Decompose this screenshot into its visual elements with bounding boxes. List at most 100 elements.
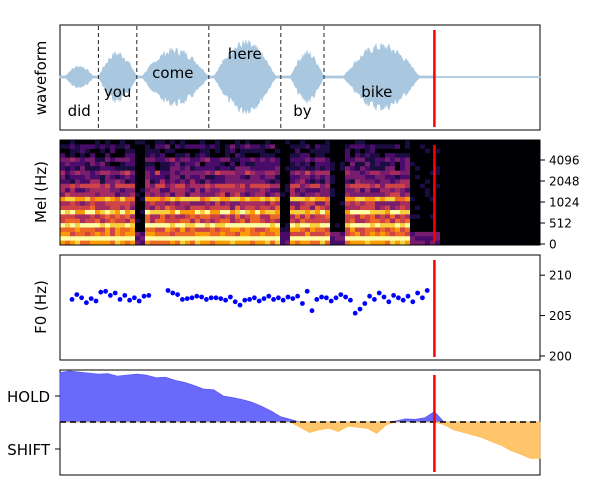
mel-cell — [225, 214, 231, 220]
mel-cell — [215, 205, 221, 211]
mel-cell — [250, 161, 256, 167]
mel-cell — [405, 188, 411, 193]
mel-cell — [295, 205, 301, 211]
mel-cell — [220, 188, 226, 193]
mel-cell — [455, 205, 461, 211]
mel-cell — [515, 170, 521, 176]
mel-cell — [530, 201, 536, 207]
mel-cell — [195, 205, 201, 211]
mel-cell — [390, 214, 396, 220]
mel-cell — [350, 170, 356, 176]
mel-cell — [345, 183, 351, 189]
mel-cell — [415, 188, 421, 193]
mel-cell — [340, 157, 346, 163]
mel-cell — [370, 201, 376, 207]
mel-cell — [535, 205, 541, 211]
mel-cell — [320, 188, 326, 193]
mel-cell — [275, 227, 281, 233]
f0-point — [117, 297, 123, 302]
mel-cell — [280, 231, 286, 237]
mel-cell — [460, 218, 466, 224]
mel-cell — [135, 192, 141, 198]
mel-cell — [145, 179, 151, 185]
mel-cell — [75, 175, 81, 180]
mel-cell — [285, 192, 291, 198]
mel-cell — [365, 140, 371, 145]
mel-cell — [485, 201, 491, 207]
mel-cell — [230, 166, 236, 172]
mel-cell — [110, 205, 116, 211]
mel-cell — [530, 175, 536, 180]
mel-cell — [420, 170, 426, 176]
mel-cell — [150, 140, 156, 145]
mel-cell — [185, 205, 191, 211]
mel-cell — [125, 192, 131, 198]
mel-cell — [480, 201, 486, 207]
mel-cell — [385, 196, 391, 202]
mel-cell — [145, 157, 151, 163]
mel-cell — [95, 210, 101, 215]
mel-cell — [515, 196, 521, 202]
mel-cell — [215, 175, 221, 180]
mel-cell — [260, 175, 266, 180]
mel-cell — [415, 166, 421, 172]
mel-cell — [295, 175, 301, 180]
mel-cell — [90, 170, 96, 176]
mel-cell — [360, 161, 366, 167]
mel-cell — [470, 210, 476, 215]
mel-cell — [325, 192, 331, 198]
mel-cell — [285, 236, 291, 242]
mel-cell — [160, 231, 166, 237]
mel-cell — [445, 210, 451, 215]
mel-cell — [290, 175, 296, 180]
mel-cell — [365, 205, 371, 211]
mel-cell — [430, 188, 436, 193]
mel-cell — [60, 153, 66, 158]
mel-cell — [100, 183, 106, 189]
mel-cell — [355, 170, 361, 176]
mel-cell — [120, 201, 126, 207]
mel-cell — [265, 236, 271, 242]
mel-cell — [155, 236, 161, 242]
mel-cell — [425, 148, 431, 154]
mel-cell — [245, 144, 251, 150]
mel-cell — [245, 140, 251, 145]
mel-cell — [145, 166, 151, 172]
mel-cell — [340, 192, 346, 198]
mel-cell — [315, 179, 321, 185]
mel-cell — [100, 140, 106, 145]
mel-cell — [190, 236, 196, 242]
mel-cell — [210, 170, 216, 176]
mel-cell — [230, 205, 236, 211]
mel-cell — [75, 148, 81, 154]
mel-cell — [220, 192, 226, 198]
mel-cell — [460, 214, 466, 220]
mel-cell — [200, 175, 206, 180]
mel-cell — [265, 201, 271, 207]
f0-point — [343, 294, 348, 300]
mel-cell — [305, 210, 311, 215]
mel-cell — [495, 231, 501, 237]
mel-cell — [315, 240, 321, 246]
mel-cell — [255, 170, 261, 176]
mel-cell — [105, 236, 111, 242]
mel-cell — [535, 210, 541, 215]
mel-cell — [125, 148, 131, 154]
mel-cell — [310, 144, 316, 150]
mel-cell — [75, 231, 81, 237]
mel-cell — [260, 227, 266, 233]
mel-cell — [215, 223, 221, 228]
mel-cell — [220, 170, 226, 176]
mel-cell — [65, 188, 71, 193]
mel-cell — [425, 188, 431, 193]
mel-cell — [495, 192, 501, 198]
mel-cell — [150, 153, 156, 158]
mel-cell — [110, 231, 116, 237]
mel-cell — [530, 240, 536, 246]
mel-cell — [215, 214, 221, 220]
mel-cell — [70, 161, 76, 167]
mel-cell — [535, 175, 541, 180]
mel-cell — [270, 148, 276, 154]
mel-cell — [265, 175, 271, 180]
mel-cell — [170, 196, 176, 202]
